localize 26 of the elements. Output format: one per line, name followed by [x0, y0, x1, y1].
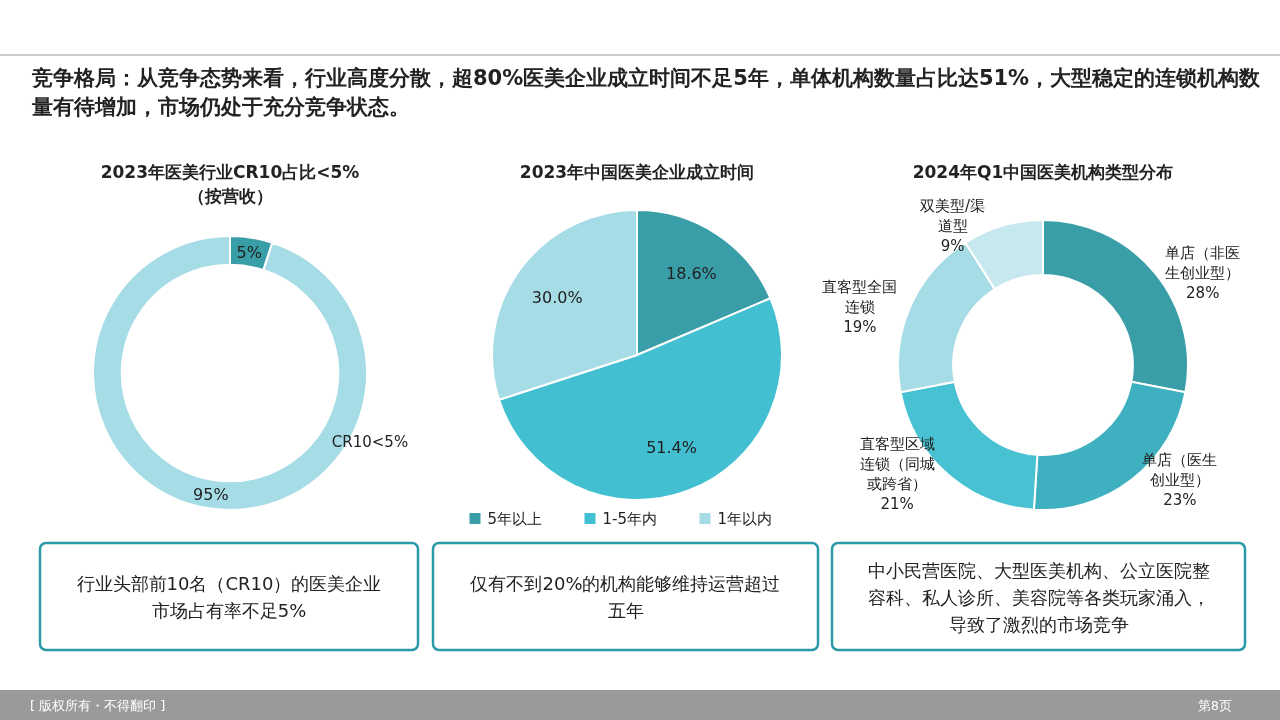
text: 竞争格局：从竞争态势来看，行业高度分散，超80%医美企业成立时间不足5年，单体机构数量占比达51%，大型稳定的连锁机构数量有待增加，市场仍处于充分竞争状态。: [31, 66, 1262, 119]
text: 中小民营医院、大型医美机构、公立医院整容科、私人诊所、美容院等各类玩家涌入，导致了激烈的市场竞争: [867, 559, 1210, 634]
text: 行业头部前10名（CR10）的医美企业市场占有率不足5%: [76, 572, 382, 621]
data-label: 23%: [1163, 490, 1197, 509]
data-label: 19%: [843, 318, 877, 337]
slice-label: 直客型全国连锁: [822, 278, 898, 317]
text: 仅有不到20%的机构能够维持运营超过五年: [470, 572, 781, 621]
data-label: 51.4%: [646, 437, 697, 457]
data-label: 9%: [940, 236, 965, 255]
text: CR10<5%: [331, 433, 409, 451]
slice-label: 单店（非医生创业型）: [1165, 243, 1241, 282]
chart-title: 2023年中国医美企业成立时间: [519, 162, 755, 182]
text: 第8页: [1197, 698, 1232, 713]
data-label: 21%: [880, 494, 914, 513]
legend-label: 5年以上: [487, 510, 543, 528]
data-label: 28%: [1186, 283, 1220, 302]
data-label: 5%: [236, 242, 262, 262]
chart-title: 2024年Q1中国医美机构类型分布: [912, 162, 1174, 182]
slice-label: 双美型/渠道型: [920, 196, 986, 235]
legend-label: 1年以内: [717, 510, 773, 528]
data-label: 18.6%: [665, 263, 717, 283]
text: [ 版权所有・不得翻印 ]: [30, 698, 166, 713]
data-label: 95%: [193, 484, 229, 504]
chart-title: 2023年医美行业CR10占比<5% （按营收）: [100, 162, 360, 206]
legend-label: 1-5年内: [602, 510, 657, 528]
data-label: 30.0%: [531, 287, 583, 307]
